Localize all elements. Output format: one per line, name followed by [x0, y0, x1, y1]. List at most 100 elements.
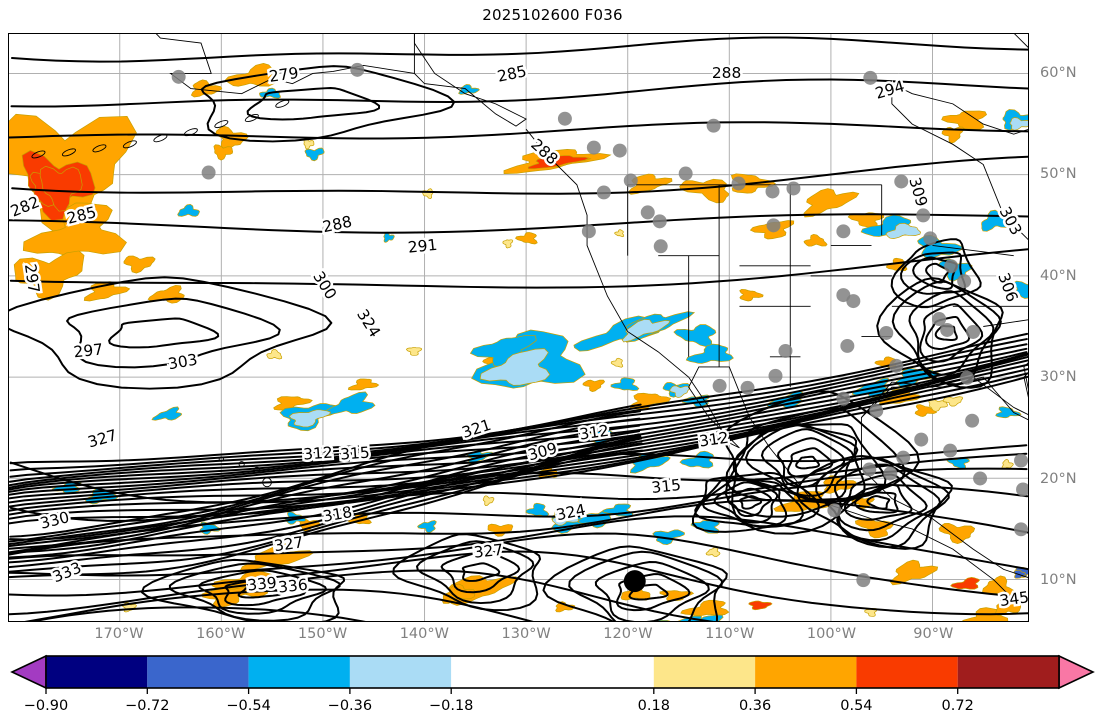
station-marker: [883, 466, 898, 481]
station-marker: [879, 326, 894, 340]
station-marker: [863, 70, 878, 85]
contour-label: 297: [73, 340, 104, 361]
lon-tick-170°W: 170°W: [94, 626, 144, 642]
station-marker: [596, 185, 611, 200]
lon-tick-130°W: 130°W: [501, 626, 551, 642]
station-marker: [1014, 522, 1028, 537]
lat-tick-10°N: 10°N: [1040, 572, 1077, 589]
contour-label: 327: [273, 533, 305, 555]
station-marker: [894, 174, 909, 189]
station-marker: [731, 176, 746, 191]
station-marker: [640, 205, 655, 220]
contour-label: 312: [698, 429, 730, 451]
contour-label-halo: 288: [712, 64, 741, 82]
map-panel[interactable]: 279 279 282 282 285 285 285 285 288 288 288 288 288 2…: [8, 33, 1029, 622]
station-marker: [940, 323, 955, 337]
colorbar-tick-label: 0.18: [637, 698, 670, 714]
contour-label: 288: [712, 64, 741, 82]
contour-label: 336: [277, 576, 308, 597]
contour-label: 345: [998, 588, 1028, 610]
station-marker: [350, 62, 365, 77]
colorbar-tick-label: −0.72: [125, 698, 170, 714]
lat-tick-60°N: 60°N: [1040, 64, 1077, 81]
contour-label: 315: [340, 444, 371, 464]
contour-label: 324: [353, 306, 384, 341]
station-marker: [1014, 453, 1028, 468]
station-marker: [862, 462, 877, 477]
contour-label: 318: [321, 503, 353, 526]
colorbar-tick-label: −0.36: [327, 698, 373, 714]
colorbar-outline: [45, 655, 1060, 689]
colorbar-tick-label: 0.72: [941, 698, 974, 714]
station-marker: [944, 259, 959, 274]
station-marker: [960, 370, 975, 385]
contour-label: 327: [473, 541, 504, 562]
contour-label-halo: 312: [578, 422, 610, 444]
colorbar-tick-label: 0.36: [738, 698, 772, 714]
station-marker: [612, 143, 627, 158]
contour-label: 285: [496, 62, 529, 86]
station-marker: [586, 140, 601, 155]
station-markers: [171, 62, 1028, 593]
contour-label-halo: 312: [303, 444, 334, 464]
station-marker: [653, 239, 668, 254]
station-marker: [889, 358, 904, 373]
contour-label: 330: [38, 508, 71, 533]
contour-label-halo: 315: [340, 444, 371, 464]
colorbar-canvas: [10, 654, 1095, 694]
station-marker: [1016, 482, 1028, 497]
colorbar-band: [957, 656, 1059, 688]
station-marker: [916, 208, 931, 223]
colorbar-band: [349, 656, 452, 688]
station-marker: [652, 214, 667, 229]
colorbar-extend-max: [1058, 654, 1095, 690]
colorbar-extend-min: [10, 654, 47, 690]
contour-label: 327: [86, 426, 119, 451]
cyclone-marker[interactable]: [623, 570, 646, 593]
station-marker: [786, 181, 801, 196]
colorbar-band: [147, 656, 249, 688]
contour-label-halo: 291: [407, 236, 438, 257]
contour-label: 300: [309, 268, 340, 303]
station-marker: [678, 166, 693, 181]
station-marker: [923, 231, 938, 246]
contour-label: 303: [167, 351, 199, 374]
station-marker: [840, 338, 855, 353]
contour-label: 279: [268, 64, 300, 86]
station-marker: [557, 111, 572, 126]
station-marker: [957, 274, 972, 289]
station-marker: [896, 450, 911, 465]
lon-tick-120°W: 120°W: [603, 626, 653, 642]
station-marker: [765, 184, 780, 199]
contour-label: 321: [460, 416, 494, 442]
colorbar-band: [248, 656, 350, 688]
contour-label: 297: [21, 263, 43, 295]
station-marker: [914, 432, 929, 447]
station-marker: [827, 503, 842, 518]
station-marker: [778, 343, 793, 358]
contour-label: 312: [303, 444, 334, 464]
station-marker: [836, 391, 851, 406]
contour-label: 315: [651, 476, 682, 497]
lon-tick-150°W: 150°W: [297, 626, 348, 642]
colorbar-tick-label: −0.18: [428, 698, 474, 714]
colorbar-band: [653, 656, 756, 688]
station-marker: [965, 413, 980, 428]
station-marker: [706, 118, 721, 133]
coastlines: [31, 34, 1028, 601]
colorbar-band: [755, 656, 857, 688]
contour-label: 309: [905, 175, 930, 208]
lon-tick-100°W: 100°W: [806, 626, 857, 642]
station-marker: [973, 471, 988, 486]
colorbar[interactable]: −0.90 −0.72 −0.54 −0.36 −0.18 0.18 0.36 0.54 0.7…: [0, 652, 1105, 714]
station-marker: [869, 403, 884, 418]
colorbar-band: [451, 656, 654, 688]
contour-label: 324: [555, 501, 588, 525]
lon-tick-110°W: 110°W: [705, 626, 755, 642]
station-marker: [201, 165, 216, 180]
station-marker: [856, 573, 871, 588]
lon-tick-160°W: 160°W: [196, 626, 246, 642]
